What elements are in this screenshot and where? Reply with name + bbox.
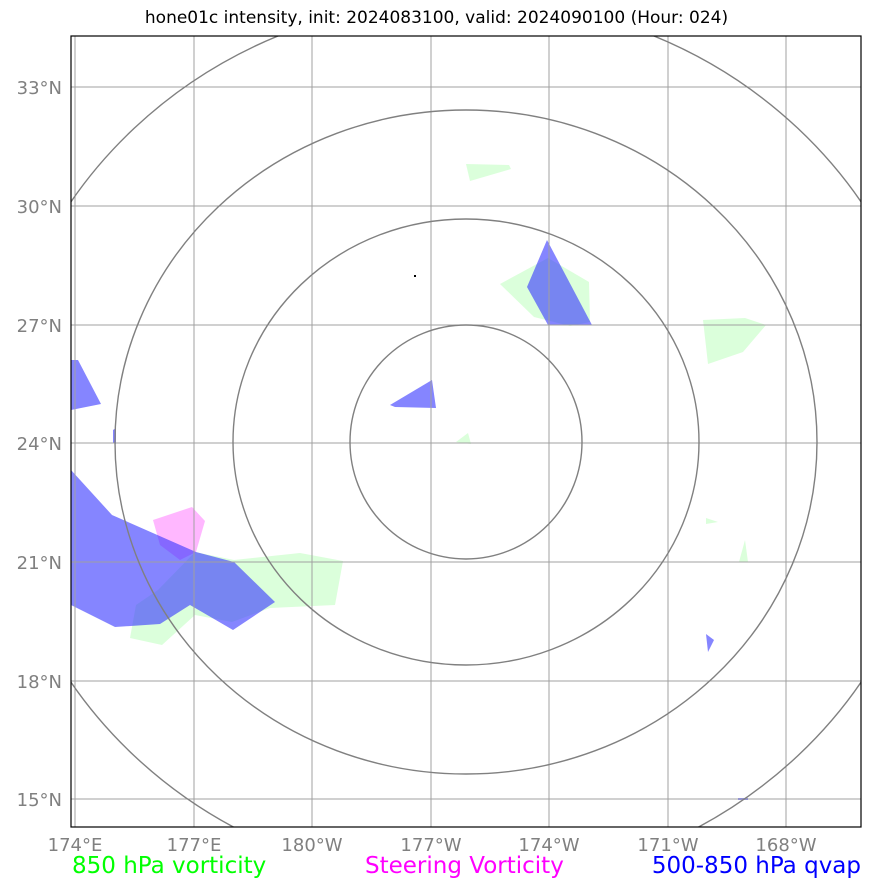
- lon-label: 180°W: [281, 835, 342, 856]
- lon-label: 174°E: [48, 835, 103, 856]
- lat-label: 18°N: [17, 672, 62, 693]
- qvap-patch: [706, 634, 714, 652]
- legend-vorticity: 850 hPa vorticity: [72, 853, 267, 879]
- lon-label: 174°W: [518, 835, 579, 856]
- lat-label: 15°N: [17, 790, 62, 811]
- plot-frame: [70, 35, 862, 828]
- vorticity-patch: [739, 540, 748, 562]
- lat-label: 21°N: [17, 553, 62, 574]
- vorticity-patch: [456, 433, 471, 444]
- lon-label: 171°W: [637, 835, 698, 856]
- range-ring: [232, 218, 700, 666]
- qvap-patch: [71, 360, 101, 410]
- lat-label: 27°N: [17, 316, 62, 337]
- qvap-patch: [390, 380, 436, 408]
- graticule: [71, 36, 861, 827]
- lat-labels: 33°N 30°N 27°N 24°N 21°N 18°N 15°N: [17, 78, 62, 811]
- range-ring: [114, 109, 818, 775]
- lat-label: 33°N: [17, 78, 62, 99]
- legend-steering-vorticity: Steering Vorticity: [365, 853, 564, 879]
- range-ring: [349, 324, 583, 560]
- qvap-patch: [71, 470, 275, 630]
- qvap-contours: [71, 240, 748, 800]
- lat-label: 24°N: [17, 434, 62, 455]
- storm-center-marker: [414, 275, 416, 277]
- vorticity-patch: [706, 518, 718, 524]
- lat-label: 30°N: [17, 197, 62, 218]
- lon-label: 177°W: [400, 835, 461, 856]
- lon-label: 168°W: [755, 835, 816, 856]
- vorticity-patch: [466, 164, 511, 181]
- lon-labels: 174°E 177°E 180°W 177°W 174°W 171°W 168°…: [48, 835, 817, 856]
- qvap-patch: [527, 240, 592, 325]
- legend-qvap: 500-850 hPa qvap: [651, 853, 861, 879]
- map-title: hone01c intensity, init: 2024083100, val…: [144, 8, 729, 28]
- lon-label: 177°E: [167, 835, 222, 856]
- vorticity-patch: [703, 318, 766, 364]
